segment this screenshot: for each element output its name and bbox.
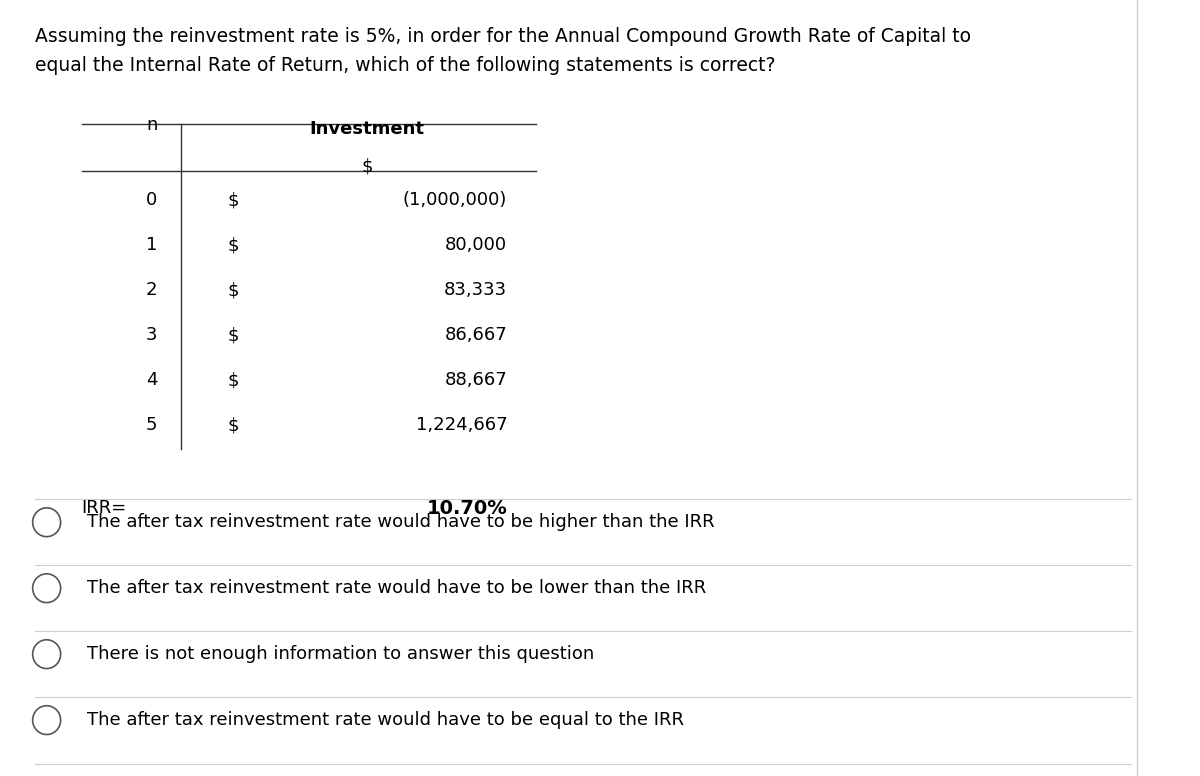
Text: 3: 3 (146, 327, 157, 345)
Text: Assuming the reinvestment rate is 5%, in order for the Annual Compound Growth Ra: Assuming the reinvestment rate is 5%, in… (35, 27, 971, 46)
Text: 1,224,667: 1,224,667 (415, 417, 508, 435)
Text: $: $ (361, 158, 373, 175)
Text: n: n (146, 116, 157, 134)
Text: $: $ (227, 237, 239, 255)
Text: 1: 1 (146, 237, 157, 255)
Text: equal the Internal Rate of Return, which of the following statements is correct?: equal the Internal Rate of Return, which… (35, 56, 775, 74)
Text: 80,000: 80,000 (445, 237, 508, 255)
Text: 86,667: 86,667 (444, 327, 508, 345)
Text: The after tax reinvestment rate would have to be higher than the IRR: The after tax reinvestment rate would ha… (88, 513, 715, 532)
Text: 4: 4 (146, 372, 157, 390)
Text: $: $ (227, 192, 239, 210)
Text: 5: 5 (146, 417, 157, 435)
Text: 10.70%: 10.70% (426, 500, 508, 518)
Text: $: $ (227, 282, 239, 300)
Text: The after tax reinvestment rate would have to be lower than the IRR: The after tax reinvestment rate would ha… (88, 579, 707, 598)
Text: 0: 0 (146, 192, 157, 210)
Text: The after tax reinvestment rate would have to be equal to the IRR: The after tax reinvestment rate would ha… (88, 711, 684, 729)
Text: Investment: Investment (310, 120, 425, 138)
Text: IRR=: IRR= (82, 500, 127, 518)
Text: 83,333: 83,333 (444, 282, 508, 300)
Text: $: $ (227, 417, 239, 435)
Text: (1,000,000): (1,000,000) (403, 192, 508, 210)
Text: $: $ (227, 327, 239, 345)
Text: $: $ (227, 372, 239, 390)
Text: 2: 2 (146, 282, 157, 300)
Text: There is not enough information to answer this question: There is not enough information to answe… (88, 645, 595, 663)
Text: 88,667: 88,667 (444, 372, 508, 390)
